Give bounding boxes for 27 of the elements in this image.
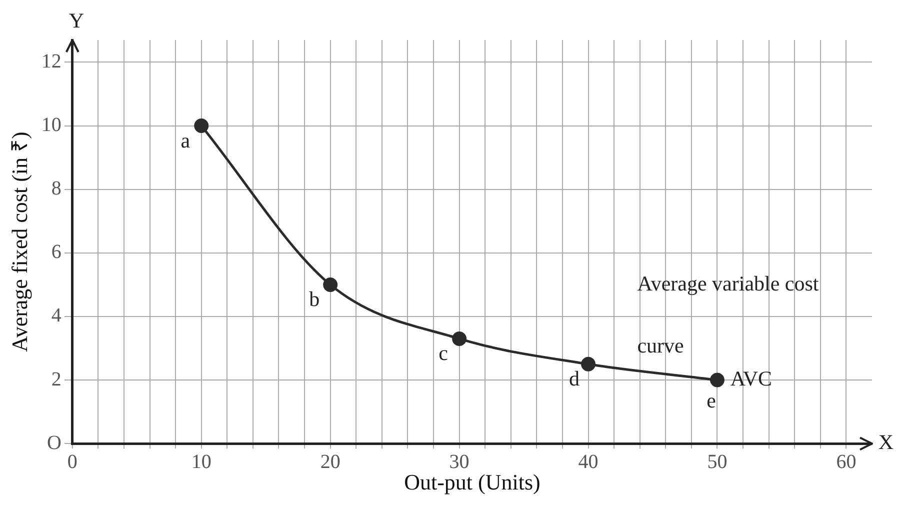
annotation: d — [569, 366, 580, 391]
annotation: a — [180, 128, 191, 152]
x-tick-label: 50 — [707, 450, 728, 473]
y-tick-label: 2 — [51, 368, 62, 390]
y-tick-label: 4 — [51, 304, 62, 327]
x-tick-label: 0 — [67, 450, 78, 473]
point — [581, 356, 596, 372]
annotation: AVC — [730, 366, 772, 391]
point — [452, 331, 467, 346]
text: X — [878, 430, 894, 454]
annotation: b — [309, 287, 320, 312]
y-tick-label: O — [46, 432, 62, 454]
x-tick-label: 10 — [191, 450, 212, 473]
text: Y — [68, 8, 84, 33]
x-tick-label: 60 — [836, 450, 856, 473]
y-axis-title: Average fixed cost (in ₹) — [6, 132, 32, 352]
annotation: c — [438, 341, 448, 366]
y-tick-label: 10 — [41, 114, 62, 136]
x-tick-label: 20 — [320, 450, 340, 473]
point — [710, 372, 724, 388]
point — [323, 277, 338, 292]
y-tick-label: 12 — [41, 50, 62, 72]
x-tick-label: 40 — [578, 450, 598, 473]
annotation: e — [706, 388, 716, 413]
y-tick-label: 6 — [51, 241, 62, 264]
y-tick-label: 8 — [51, 178, 62, 200]
point — [194, 118, 209, 134]
